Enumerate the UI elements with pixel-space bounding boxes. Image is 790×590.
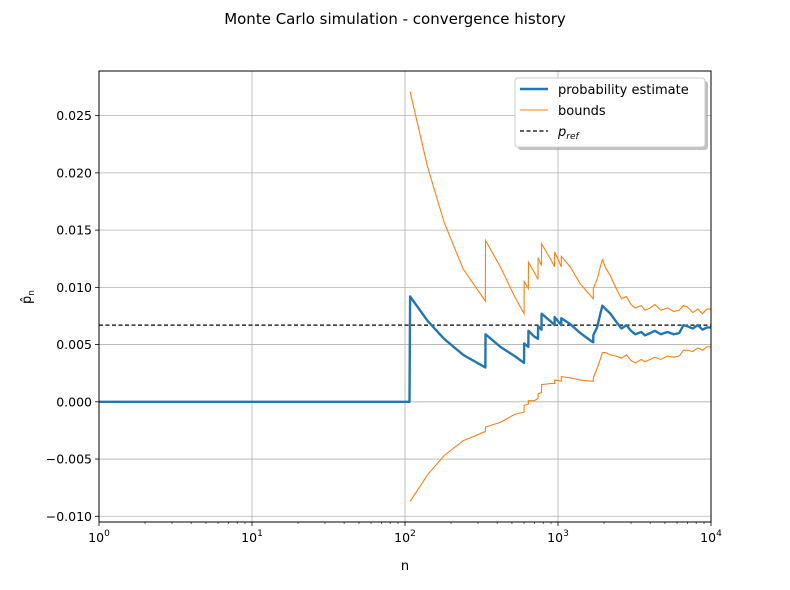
x-axis-label: n — [401, 559, 409, 574]
x-tick-label-exponent: 2 — [410, 529, 416, 539]
plot-series — [99, 91, 711, 502]
legend-box — [514, 77, 706, 148]
y-axis-label: p̂n — [20, 290, 37, 304]
y-tick-label: 0.000 — [56, 394, 92, 409]
legend-label-probability-estimate: probability estimate — [558, 83, 689, 98]
y-axis-label-subscript: n — [27, 290, 37, 296]
y-axis-ticks: −0.010 −0.005 0.000 0.005 0.010 0.015 0.020 0.0… — [46, 108, 99, 524]
y-tick-label: 0.010 — [56, 280, 92, 295]
y-tick-label: 0.015 — [56, 223, 92, 238]
x-tick-label: 103 — [547, 529, 569, 545]
x-tick-label-base: 10 — [241, 530, 257, 545]
x-tick-label-base: 10 — [88, 530, 104, 545]
y-axis-label-main: p̂ — [20, 296, 35, 304]
x-tick-label-base: 10 — [700, 530, 716, 545]
legend-label-p-ref: pref — [557, 125, 581, 142]
probability-estimate-line — [99, 295, 711, 404]
x-tick-label: 100 — [88, 529, 110, 545]
chart-title: Monte Carlo simulation - convergence his… — [224, 10, 566, 28]
x-tick-label-base: 10 — [394, 530, 410, 545]
plot-frame — [98, 70, 712, 523]
x-tick-label-exponent: 3 — [563, 529, 569, 539]
x-tick-label-base: 10 — [547, 530, 563, 545]
x-tick-label-exponent: 0 — [104, 529, 110, 539]
legend: probability estimate bounds pref — [514, 77, 708, 150]
y-tick-label: −0.010 — [46, 509, 92, 524]
y-tick-label: −0.005 — [46, 452, 92, 467]
legend-label-bounds: bounds — [558, 104, 606, 119]
x-axis-ticks: 100 101 102 103 104 — [88, 522, 722, 545]
x-tick-label: 102 — [394, 529, 416, 545]
x-tick-label-exponent: 4 — [716, 529, 722, 539]
bounds-upper-line — [409, 91, 711, 316]
y-tick-label: 0.020 — [56, 165, 92, 180]
legend-label-p-ref-main: p — [557, 125, 566, 140]
legend-label-p-ref-subscript: ref — [566, 132, 580, 142]
x-tick-label: 101 — [241, 529, 263, 545]
y-tick-label: 0.025 — [56, 108, 92, 123]
y-tick-label: 0.005 — [56, 337, 92, 352]
bounds-lower-line — [409, 346, 711, 502]
x-tick-label: 104 — [700, 529, 722, 545]
x-tick-label-exponent: 1 — [257, 529, 263, 539]
